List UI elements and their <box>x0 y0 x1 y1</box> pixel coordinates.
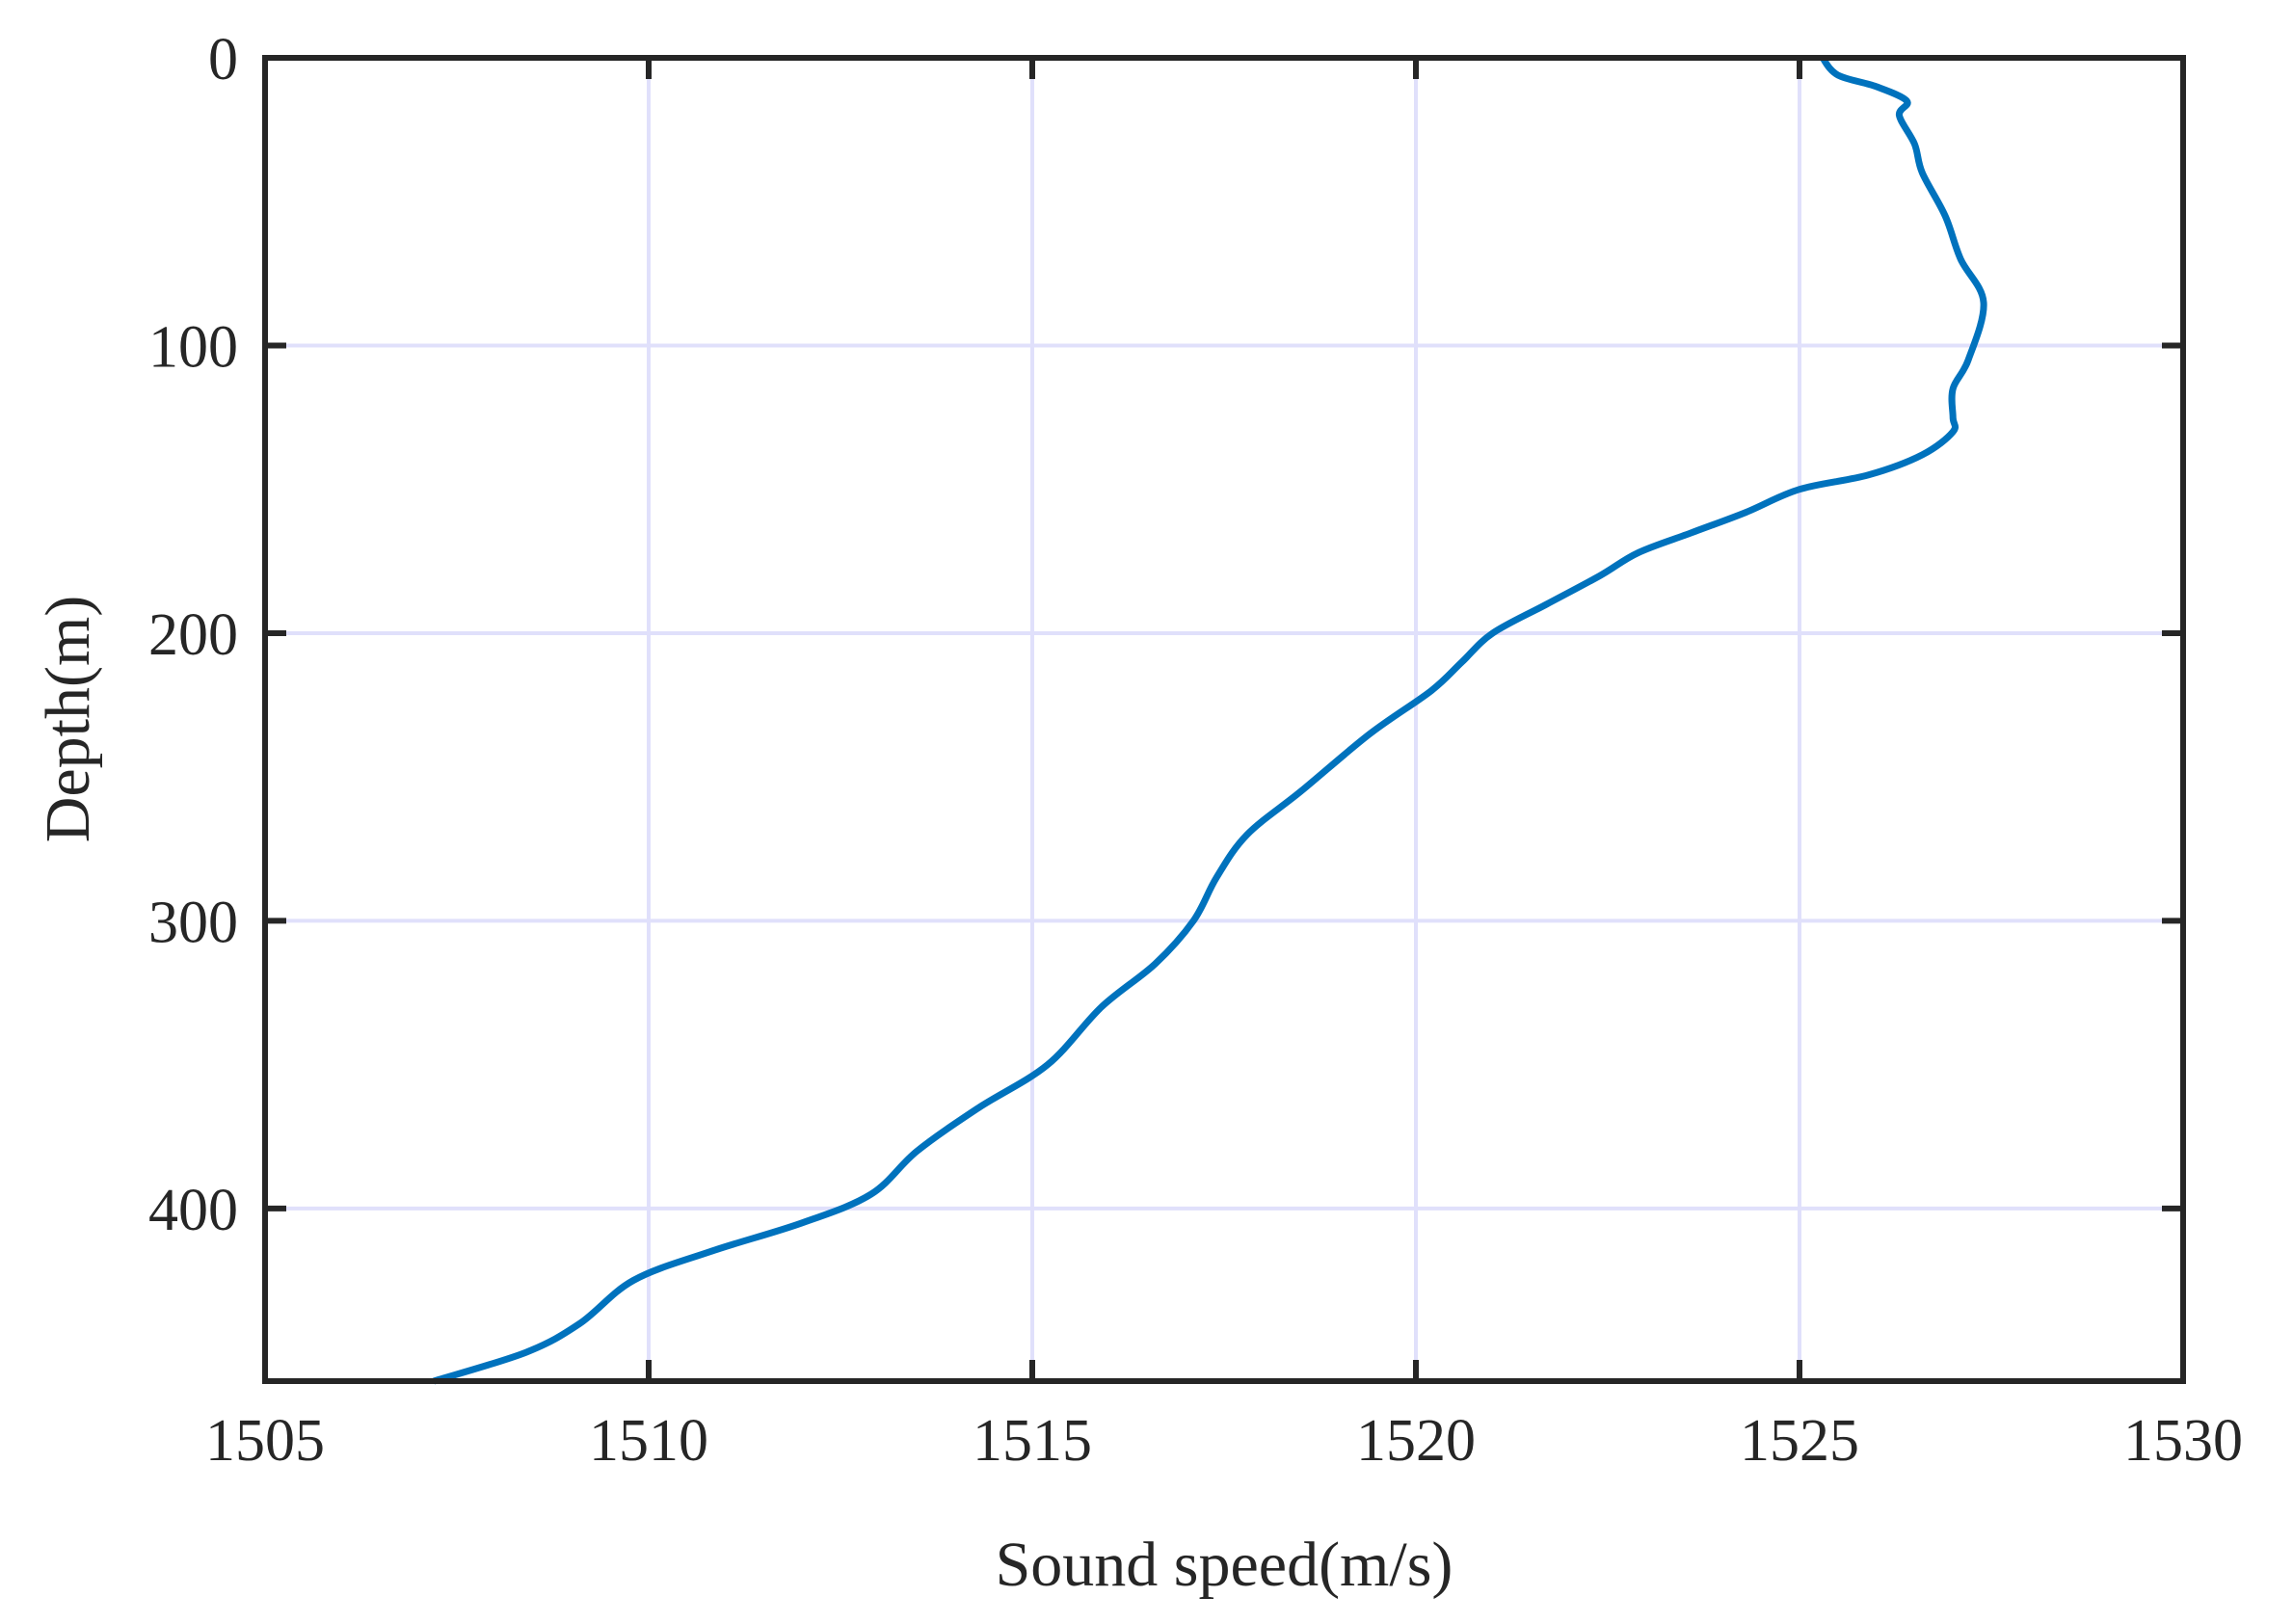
y-tick-label: 400 <box>148 1178 238 1243</box>
x-tick-label: 1525 <box>1740 1408 1859 1474</box>
plot-area <box>433 55 1987 1385</box>
x-tick-label: 1515 <box>973 1408 1092 1474</box>
y-tick-label: 100 <box>148 314 238 380</box>
x-axis-label: Sound speed(m/s) <box>996 1530 1453 1600</box>
x-tick-label: 1510 <box>589 1408 708 1474</box>
axes-box <box>262 55 2186 1384</box>
tick-labels: 1505 1510 1515 1520 1525 1530 0 100 200 300 400 <box>148 27 2243 1474</box>
x-tick-label: 1505 <box>205 1408 325 1474</box>
x-tick-label: 1520 <box>1356 1408 1476 1474</box>
axes <box>262 55 2186 1384</box>
y-tick-label: 300 <box>148 890 238 955</box>
series-line-1 <box>433 55 1987 1385</box>
y-tick-label: 200 <box>148 602 238 668</box>
y-tick-label: 0 <box>208 27 238 93</box>
grid <box>265 58 2183 1381</box>
y-axis-label: Depth(m) <box>33 596 103 843</box>
x-tick-label: 1530 <box>2123 1408 2243 1474</box>
